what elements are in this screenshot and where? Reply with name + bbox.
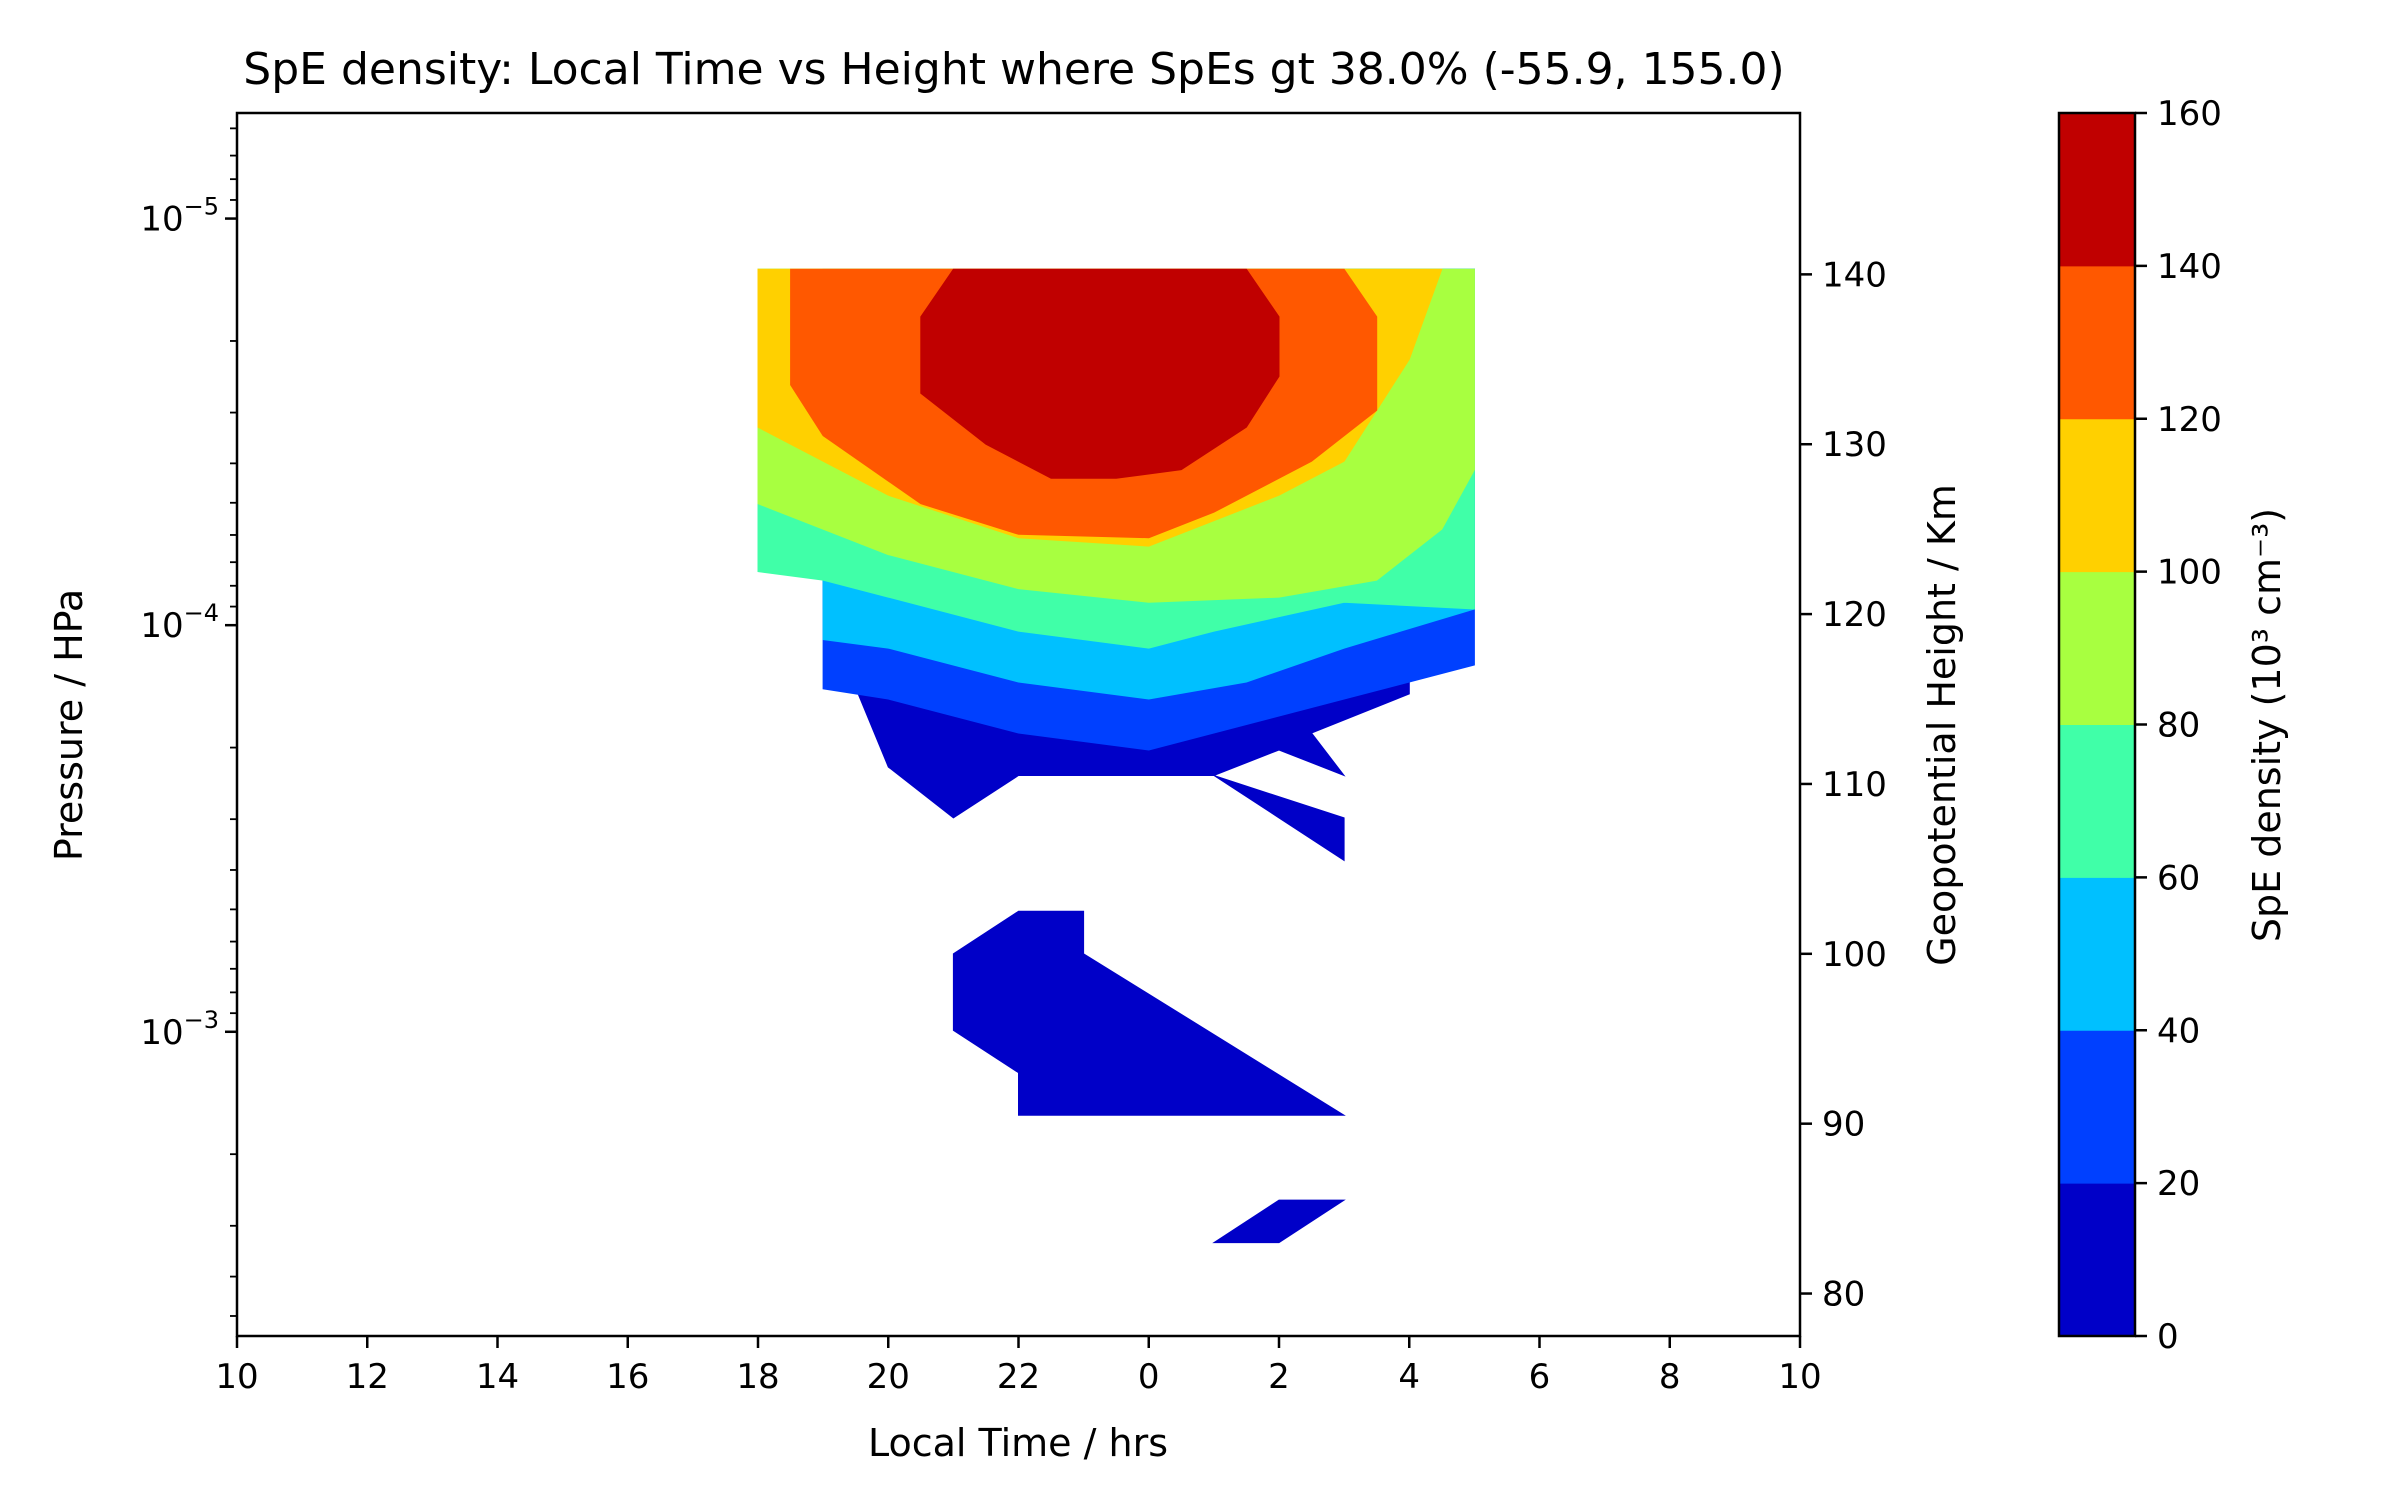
colorbar-swatch-140-160 [2059,113,2135,267]
y2-tick-label: 130 [1822,425,1887,465]
x-tick-label: 14 [476,1357,519,1397]
colorbar-swatch-100-120 [2059,418,2135,573]
contour-region-0-20 [1213,775,1345,862]
y2-axis-ticks: 80 90 100 110 120 130 140 [1800,255,1887,1315]
y2-tick-label: 100 [1822,935,1887,975]
x-tick-label: 16 [606,1357,649,1397]
contour-regions [757,268,1475,1244]
y-axis-ticks: 10−5 10−4 10−3 [140,127,237,1317]
y2-tick-label: 110 [1822,765,1887,805]
contour-region-0-20 [1212,1199,1346,1244]
contour-region-140-160 [920,268,1280,479]
x-axis-label: Local Time / hrs [868,1421,1168,1465]
colorbar-tick-label: 100 [2157,553,2222,593]
colorbar-swatch-120-140 [2059,265,2135,420]
colorbar-swatch-20-40 [2059,1030,2135,1184]
chart-title: SpE density: Local Time vs Height where … [243,44,1784,95]
contour-region-0-20 [952,910,1346,1116]
x-tick-label: 10 [215,1357,258,1397]
y2-tick-label: 80 [1822,1275,1865,1315]
y-tick-label: 10−4 [140,599,219,646]
colorbar-tick-label: 80 [2157,706,2200,746]
colorbar-tick-label: 60 [2157,858,2200,898]
y2-tick-label: 140 [1822,255,1887,295]
x-tick-label: 4 [1398,1357,1420,1397]
x-tick-label: 12 [346,1357,389,1397]
y2-tick-label: 120 [1822,595,1887,635]
y2-tick-label: 90 [1822,1105,1865,1145]
colorbar-swatch-40-60 [2059,877,2135,1031]
colorbar-tick-label: 120 [2157,400,2222,440]
colorbar-swatch-60-80 [2059,724,2135,878]
colorbar-tick-label: 160 [2157,94,2222,134]
x-tick-label: 0 [1138,1357,1160,1397]
x-tick-label: 6 [1529,1357,1551,1397]
x-tick-label: 18 [736,1357,779,1397]
colorbar-tick-label: 140 [2157,247,2222,287]
y-tick-label: 10−3 [140,1006,219,1053]
colorbar-tick-label: 40 [2157,1011,2200,1051]
x-tick-label: 8 [1659,1357,1681,1397]
y-axis-label: Pressure / HPa [47,589,91,861]
colorbar-swatch-80-100 [2059,571,2135,725]
colorbar-tick-label: 20 [2157,1164,2200,1204]
y-tick-label: 10−5 [140,193,219,240]
x-tick-label: 20 [867,1357,910,1397]
colorbar: 0 20 40 60 80 100 120 140 160 [2057,94,2222,1357]
x-tick-label: 22 [997,1357,1040,1397]
colorbar-label: SpE density (10³ cm⁻³) [2245,508,2289,942]
x-tick-label: 10 [1778,1357,1821,1397]
x-axis-ticks: 10 12 14 16 18 20 22 0 2 4 6 8 10 [215,1336,1822,1397]
y2-axis-label: Geopotential Height / Km [1920,484,1964,966]
x-tick-label: 2 [1268,1357,1290,1397]
colorbar-tick-label: 0 [2157,1317,2179,1357]
colorbar-swatch-0-20 [2059,1183,2135,1337]
